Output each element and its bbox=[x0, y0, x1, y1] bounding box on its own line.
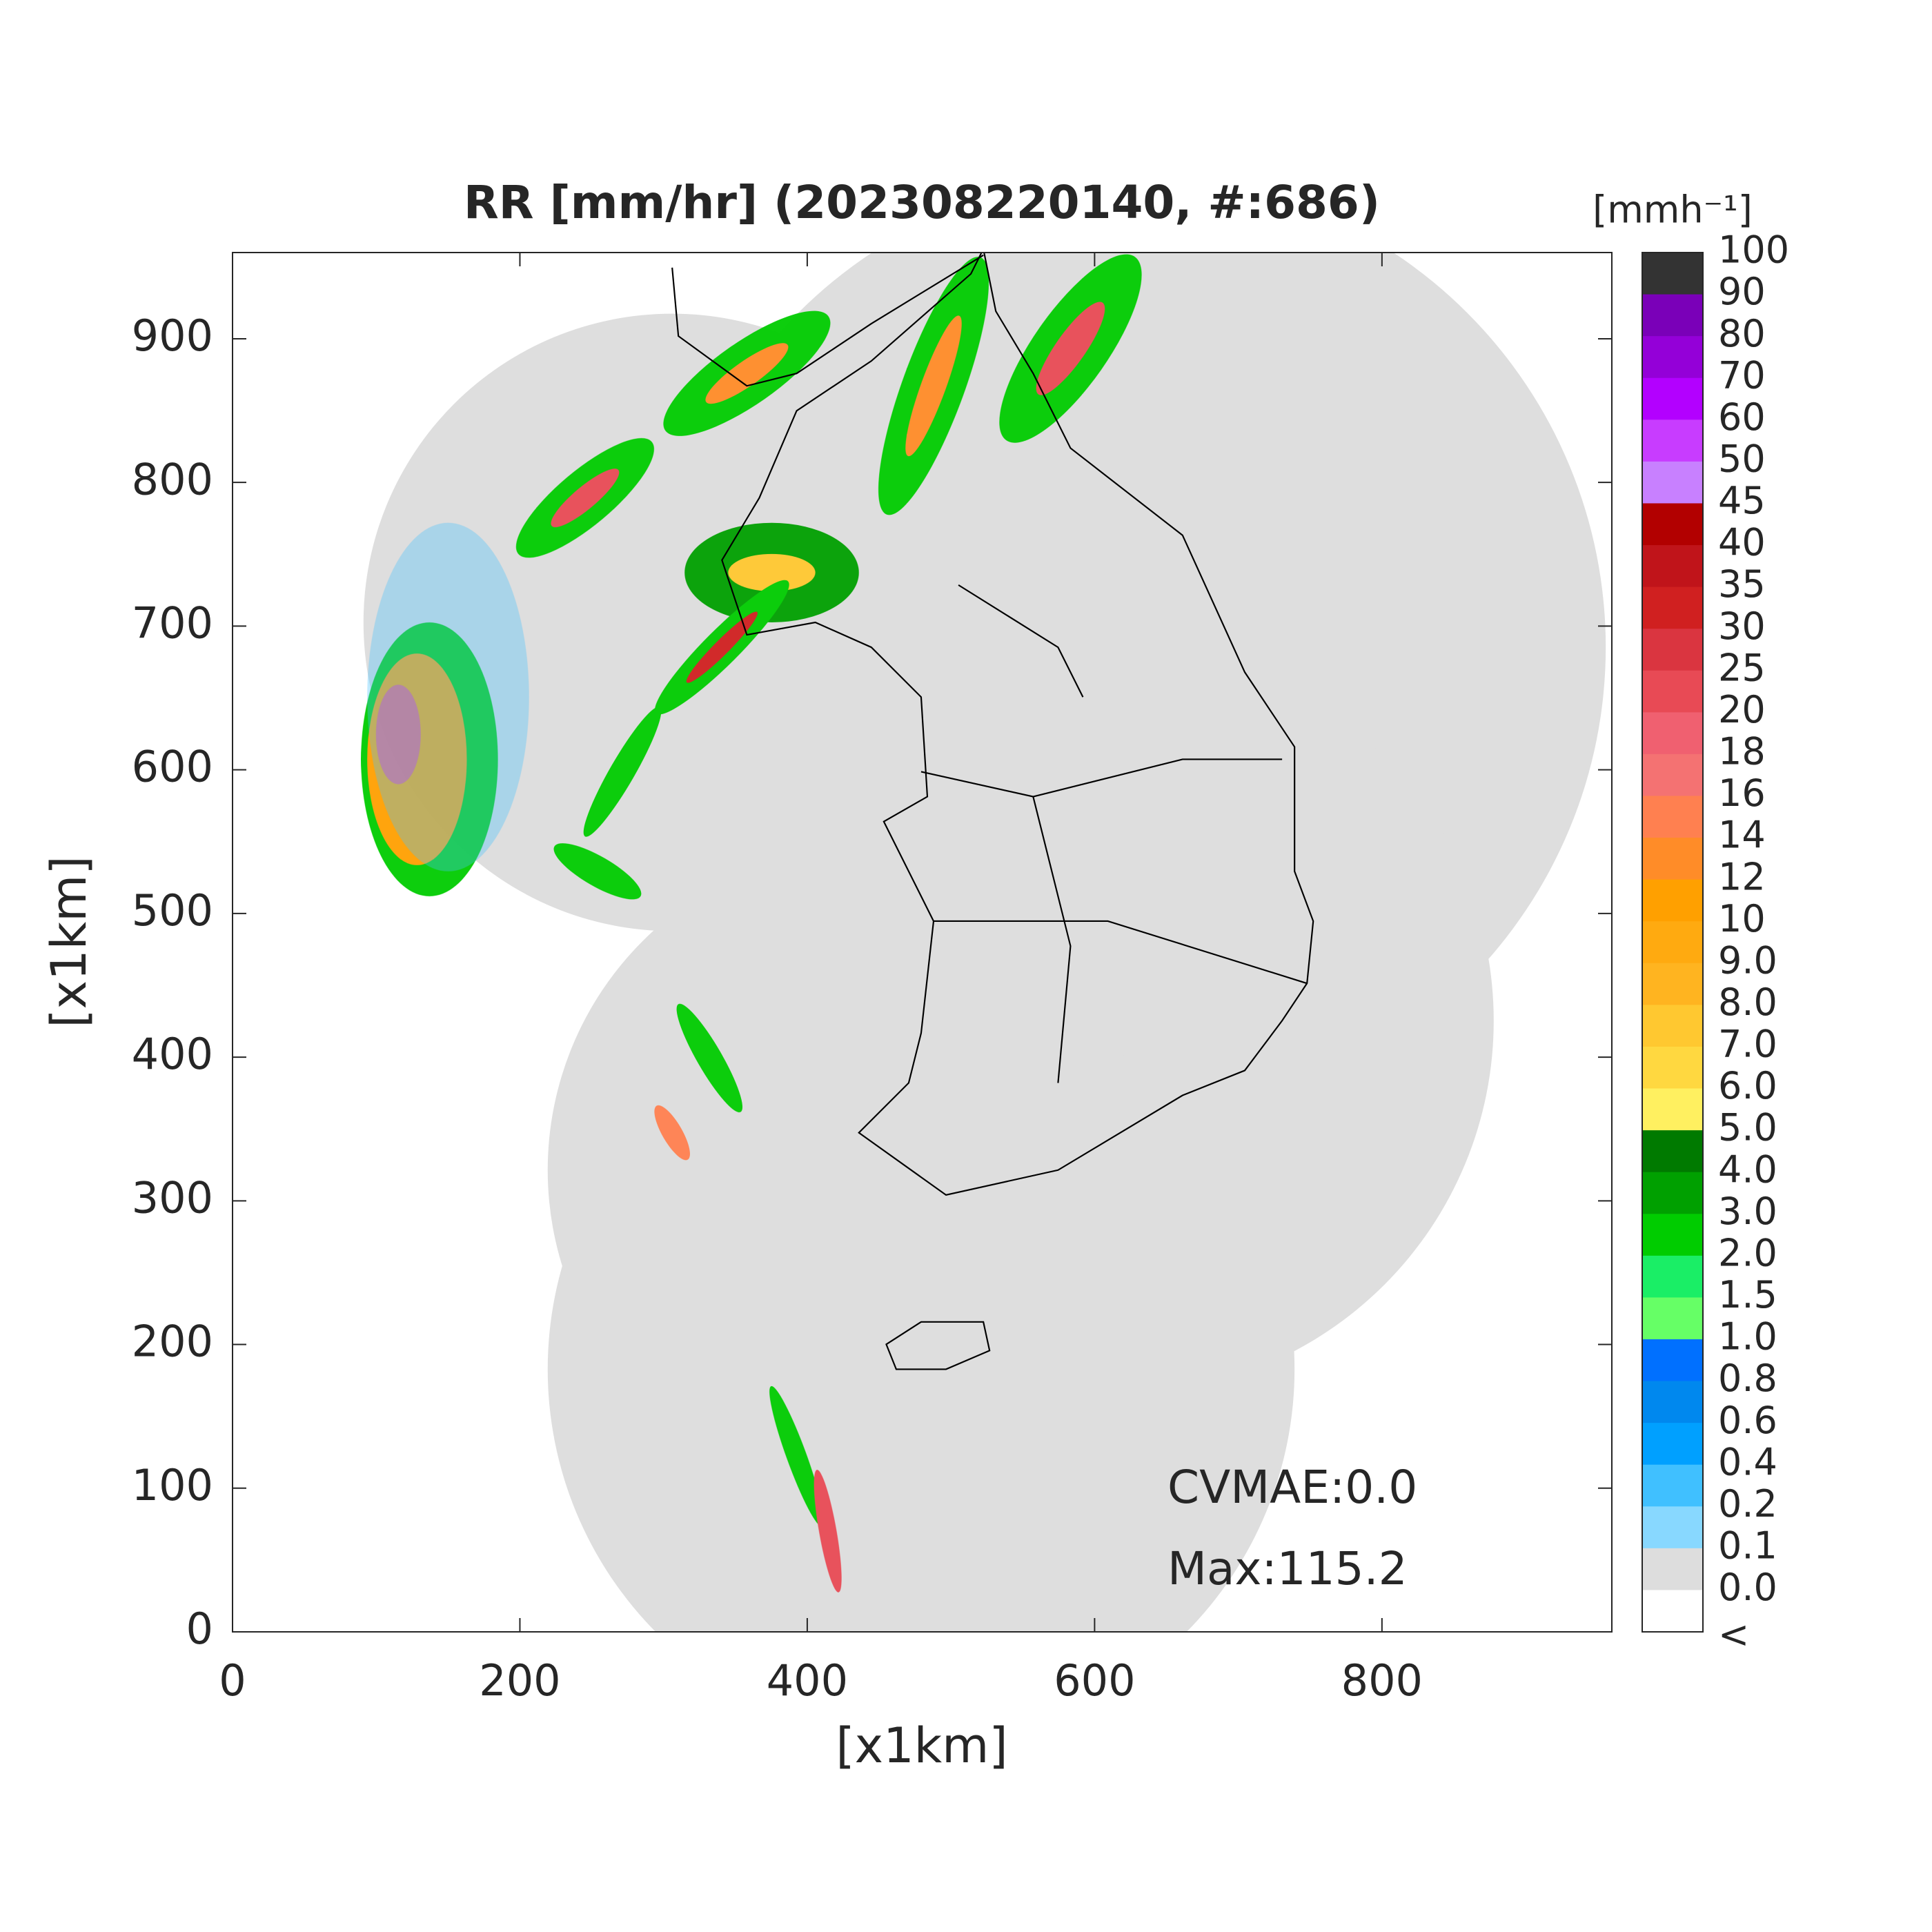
colorbar-label: 45 bbox=[1718, 479, 1766, 522]
x-axis-label: [x1km] bbox=[836, 1717, 1007, 1774]
colorbar-label: 6.0 bbox=[1718, 1064, 1777, 1107]
colorbar-segment bbox=[1642, 1548, 1703, 1590]
colorbar-label: 100 bbox=[1718, 228, 1789, 272]
colorbar-segment bbox=[1642, 796, 1703, 838]
colorbar-label: 10 bbox=[1718, 897, 1766, 940]
colorbar-label: 1.0 bbox=[1718, 1315, 1777, 1359]
colorbar-label: 7.0 bbox=[1718, 1023, 1777, 1066]
colorbar-label: 9.0 bbox=[1718, 938, 1777, 982]
colorbar-label: 1.5 bbox=[1718, 1273, 1777, 1317]
colorbar-segment bbox=[1642, 712, 1703, 755]
chart-title: RR [mm/hr] (202308220140, #:686) bbox=[464, 176, 1380, 229]
colorbar-segment bbox=[1642, 545, 1703, 588]
colorbar-label: 0.8 bbox=[1718, 1357, 1777, 1400]
annotation: CVMAE:0.0 bbox=[1167, 1461, 1417, 1514]
colorbar-label: 35 bbox=[1718, 562, 1766, 606]
y-tick-label: 500 bbox=[132, 885, 213, 936]
colorbar-label: 25 bbox=[1718, 646, 1766, 689]
x-tick-label: 800 bbox=[1341, 1655, 1423, 1706]
colorbar-segment bbox=[1642, 1381, 1703, 1423]
colorbar-label: 0.6 bbox=[1718, 1399, 1777, 1442]
colorbar-label: 18 bbox=[1718, 730, 1766, 773]
colorbar-segment bbox=[1642, 1255, 1703, 1298]
colorbar-segment bbox=[1642, 921, 1703, 964]
y-tick-label: 600 bbox=[132, 742, 213, 792]
x-tick-label: 0 bbox=[219, 1655, 246, 1706]
colorbar-segment bbox=[1642, 503, 1703, 546]
colorbar-label: 8.0 bbox=[1718, 980, 1777, 1024]
colorbar-segment bbox=[1642, 420, 1703, 462]
colorbar-label: 0.2 bbox=[1718, 1482, 1777, 1526]
colorbar-label: 5.0 bbox=[1718, 1106, 1777, 1150]
colorbar-segment bbox=[1642, 1130, 1703, 1173]
colorbar-segment bbox=[1642, 1297, 1703, 1340]
colorbar-segment bbox=[1642, 1046, 1703, 1090]
colorbar-frame bbox=[1642, 252, 1704, 1633]
colorbar-segment bbox=[1642, 1005, 1703, 1047]
y-tick-label: 300 bbox=[132, 1172, 213, 1223]
colorbar-segment bbox=[1642, 1214, 1703, 1256]
colorbar-label: 90 bbox=[1718, 270, 1766, 313]
colorbar-segment bbox=[1642, 586, 1703, 629]
colorbar-label: 14 bbox=[1718, 814, 1766, 857]
colorbar-label: 12 bbox=[1718, 855, 1766, 898]
colorbar-label: 3.0 bbox=[1718, 1190, 1777, 1233]
colorbar-segment bbox=[1642, 1088, 1703, 1131]
colorbar-label: 80 bbox=[1718, 312, 1766, 355]
colorbar-label: 20 bbox=[1718, 688, 1766, 731]
colorbar-label: 0.1 bbox=[1718, 1524, 1777, 1567]
colorbar-label: 0.0 bbox=[1718, 1566, 1777, 1609]
x-tick-label: 400 bbox=[767, 1655, 848, 1706]
colorbar-segment bbox=[1642, 1423, 1703, 1466]
y-axis-label: [x1km] bbox=[41, 856, 97, 1027]
colorbar-segment bbox=[1642, 336, 1703, 379]
colorbar-label: 70 bbox=[1718, 353, 1766, 397]
colorbar-segment bbox=[1642, 1464, 1703, 1507]
colorbar-segment bbox=[1642, 879, 1703, 922]
y-tick-label: 800 bbox=[132, 454, 213, 504]
colorbar-label: 2.0 bbox=[1718, 1231, 1777, 1274]
colorbar-segment bbox=[1642, 253, 1703, 295]
colorbar-segment bbox=[1642, 294, 1703, 337]
colorbar-segment bbox=[1642, 377, 1703, 420]
x-tick-label: 200 bbox=[479, 1655, 560, 1706]
y-tick-label: 0 bbox=[186, 1604, 213, 1654]
colorbar-segment bbox=[1642, 838, 1703, 880]
colorbar-segment bbox=[1642, 1339, 1703, 1382]
y-tick-label: 100 bbox=[132, 1460, 213, 1510]
y-tick-label: 900 bbox=[132, 310, 213, 361]
colorbar-label: < bbox=[1718, 1613, 1749, 1657]
colorbar-segment bbox=[1642, 753, 1703, 796]
colorbar-label: 40 bbox=[1718, 521, 1766, 564]
y-tick-label: 700 bbox=[132, 598, 213, 648]
map-layer bbox=[361, 253, 1606, 1632]
colorbar-segment bbox=[1642, 461, 1703, 504]
colorbar-label: 0.4 bbox=[1718, 1440, 1777, 1483]
x-tick-label: 600 bbox=[1054, 1655, 1135, 1706]
annotation: Max:115.2 bbox=[1167, 1542, 1408, 1595]
colorbar-segment bbox=[1642, 1590, 1703, 1633]
colorbar-label: 4.0 bbox=[1718, 1147, 1777, 1191]
colorbar-title: [mmh⁻¹] bbox=[1593, 188, 1753, 232]
y-tick-label: 200 bbox=[132, 1317, 213, 1367]
colorbar-label: 16 bbox=[1718, 771, 1766, 815]
colorbar-segment bbox=[1642, 1172, 1703, 1214]
colorbar-label: 50 bbox=[1718, 437, 1766, 481]
colorbar-segment bbox=[1642, 629, 1703, 671]
colorbar-segment bbox=[1642, 670, 1703, 713]
axes-box bbox=[232, 252, 1613, 1633]
colorbar-label: 30 bbox=[1718, 604, 1766, 648]
colorbar-label: 60 bbox=[1718, 395, 1766, 439]
colorbar-segment bbox=[1642, 963, 1703, 1005]
y-tick-label: 400 bbox=[132, 1029, 213, 1079]
colorbar-segment bbox=[1642, 1506, 1703, 1549]
